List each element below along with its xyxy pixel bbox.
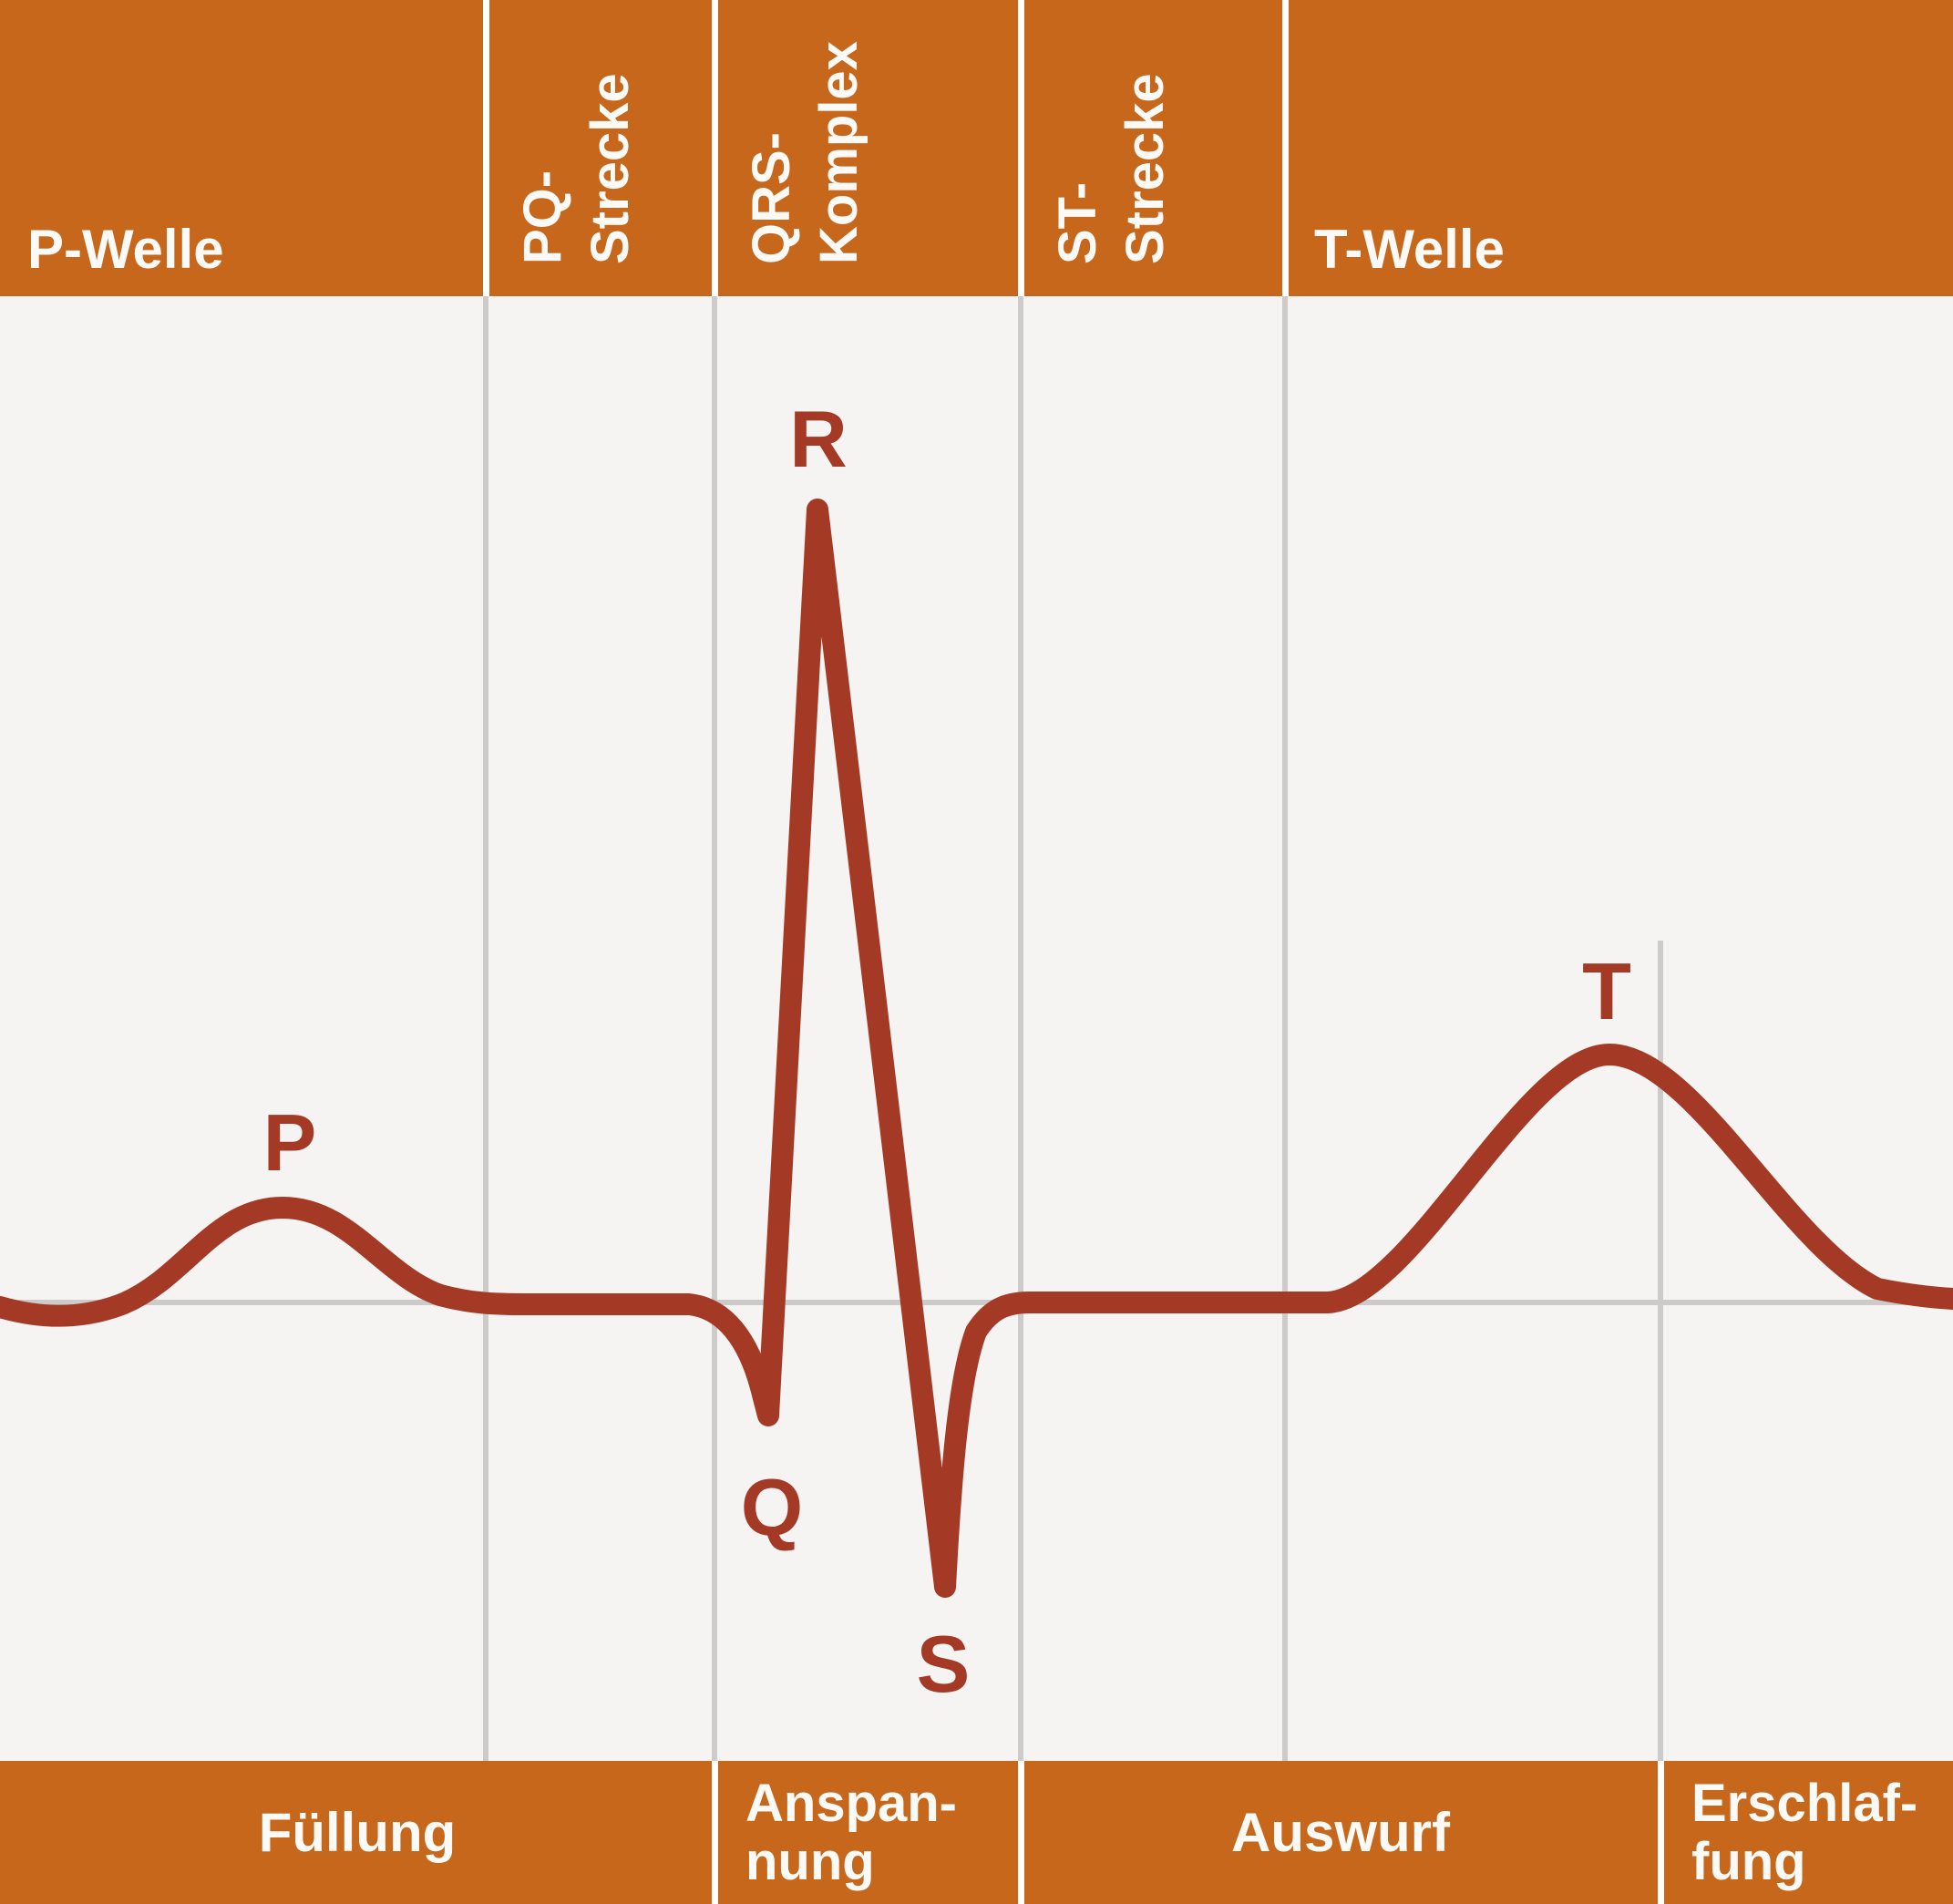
phase-divider-1 <box>712 1761 718 1904</box>
header-divider-1 <box>483 0 489 296</box>
header-divider-2 <box>712 0 718 296</box>
phase-label-anspannung: Anspan- nung <box>745 1773 957 1891</box>
phase-label-erschlaffung: Erschlaf- fung <box>1691 1773 1918 1891</box>
s-wave-label: S <box>917 1619 971 1709</box>
header-label-qrs-komplex: QRS- Komplex <box>742 41 869 264</box>
r-wave-label: R <box>789 394 848 484</box>
gridlines <box>0 296 1953 1761</box>
header-label-st-strecke: ST- Strecke <box>1048 73 1175 264</box>
phase-divider-3 <box>1658 1761 1664 1904</box>
phase-band: Füllung Anspan- nung Auswurf Erschlaf- f… <box>0 1761 1953 1904</box>
q-wave-label: Q <box>741 1462 803 1552</box>
p-wave-label: P <box>263 1097 317 1188</box>
header-divider-3 <box>1018 0 1024 296</box>
curve-point-labels: P Q R S T <box>263 394 1631 1709</box>
header-label-pq-strecke: PQ- Strecke <box>513 73 640 264</box>
t-wave-label: T <box>1582 946 1631 1036</box>
header-band: P-Welle PQ- Strecke QRS- Komplex ST- Str… <box>0 0 1953 296</box>
phase-divider-2 <box>1018 1761 1024 1904</box>
phase-auswurf: Auswurf <box>1021 1761 1660 1904</box>
ecg-curve <box>0 499 1953 1598</box>
phase-erschlaffung: Erschlaf- fung <box>1660 1761 1953 1904</box>
header-label-t-welle: T-Welle <box>1314 219 1505 280</box>
phase-label-fuellung: Füllung <box>258 1801 457 1863</box>
header-divider-4 <box>1282 0 1289 296</box>
header-label-p-welle: P-Welle <box>27 219 224 280</box>
phase-fuellung: Füllung <box>0 1761 714 1904</box>
phase-anspannung: Anspan- nung <box>714 1761 1021 1904</box>
phase-label-auswurf: Auswurf <box>1231 1801 1450 1863</box>
